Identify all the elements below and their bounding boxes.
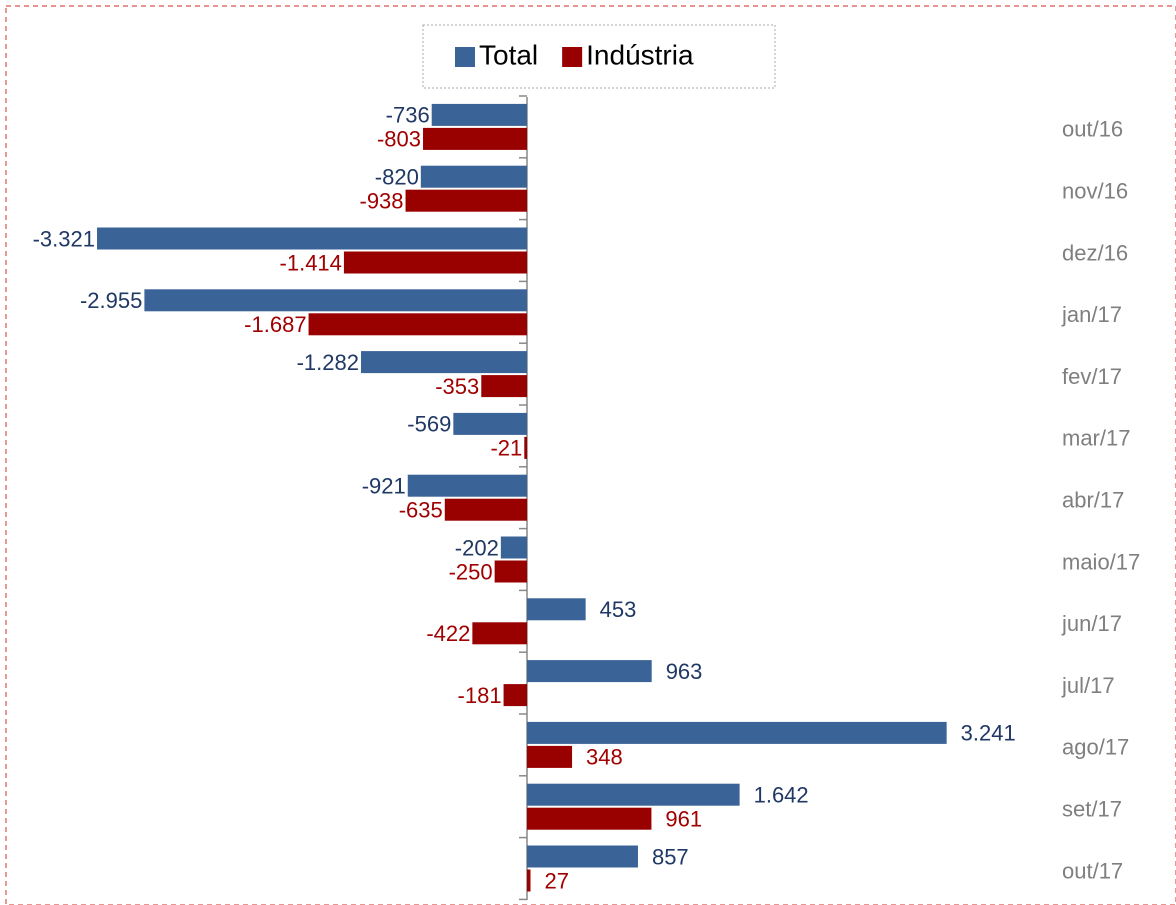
y-tick-label: nov/16 xyxy=(1062,179,1128,204)
y-tick-label: dez/16 xyxy=(1062,240,1128,265)
bar xyxy=(494,560,527,583)
y-tick-label: abr/17 xyxy=(1062,488,1124,513)
bar xyxy=(527,598,586,621)
bar xyxy=(420,165,527,188)
data-label: 857 xyxy=(652,844,689,869)
bar xyxy=(481,375,527,398)
legend: Total Indústria xyxy=(455,39,694,70)
bar xyxy=(144,289,527,312)
data-label: 348 xyxy=(586,745,623,770)
data-label: 1.642 xyxy=(754,783,809,808)
bar xyxy=(423,127,527,150)
bar xyxy=(343,251,527,274)
y-tick-label: out/17 xyxy=(1062,858,1123,883)
bar xyxy=(527,845,638,868)
data-label: -3.321 xyxy=(33,226,95,251)
y-tick-label: jun/17 xyxy=(1061,611,1122,636)
data-label: 453 xyxy=(600,597,637,622)
bar xyxy=(308,313,527,336)
bar xyxy=(527,783,740,806)
bar xyxy=(527,745,573,768)
bar xyxy=(444,498,527,521)
y-tick-label: ago/17 xyxy=(1062,735,1129,760)
y-tick-label: jul/17 xyxy=(1061,673,1115,698)
bar xyxy=(472,622,527,645)
legend-swatch xyxy=(562,47,583,67)
data-label: -1.282 xyxy=(297,350,359,375)
bar xyxy=(527,807,652,830)
legend-label: Total xyxy=(479,39,538,70)
y-tick-label: maio/17 xyxy=(1062,549,1140,574)
legend-label: Indústria xyxy=(586,39,694,70)
data-label: -250 xyxy=(449,559,493,584)
data-label: -803 xyxy=(377,127,421,152)
bar xyxy=(527,721,947,744)
bar xyxy=(503,684,527,707)
data-label: -353 xyxy=(435,374,479,399)
bar xyxy=(97,227,527,250)
legend-box xyxy=(422,24,776,89)
y-tick-label: out/16 xyxy=(1062,117,1123,142)
data-label: -921 xyxy=(362,474,406,499)
data-label: -1.414 xyxy=(280,250,342,275)
data-label: -2.955 xyxy=(80,288,142,313)
bar xyxy=(405,189,527,212)
data-label: -635 xyxy=(399,498,443,523)
data-label: 961 xyxy=(665,807,702,832)
data-label: 963 xyxy=(666,659,703,684)
data-label: 3.241 xyxy=(961,721,1016,746)
y-tick-label: jan/17 xyxy=(1061,302,1122,327)
y-tick-label: fev/17 xyxy=(1062,364,1122,389)
data-label: -1.687 xyxy=(244,312,306,337)
data-label: -21 xyxy=(490,436,522,461)
bar xyxy=(407,474,527,497)
data-label: 27 xyxy=(544,868,568,893)
bar xyxy=(524,436,527,459)
bar xyxy=(527,660,652,683)
data-label: -422 xyxy=(426,621,470,646)
y-tick-label: mar/17 xyxy=(1062,426,1130,451)
bar xyxy=(361,351,527,374)
data-label: -736 xyxy=(386,103,430,128)
data-label: -569 xyxy=(407,412,451,437)
data-label: -820 xyxy=(375,165,419,190)
bar xyxy=(431,103,527,126)
frame xyxy=(5,5,1176,905)
bar xyxy=(453,412,527,435)
data-label: -202 xyxy=(455,535,499,560)
data-label: -181 xyxy=(458,683,502,708)
data-label: -938 xyxy=(360,189,404,214)
legend-swatch xyxy=(455,47,475,67)
y-tick-label: set/17 xyxy=(1062,797,1122,822)
bar xyxy=(527,869,531,892)
bar xyxy=(500,536,527,559)
